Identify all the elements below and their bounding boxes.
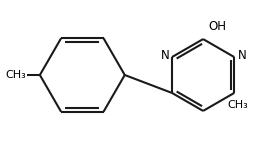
Text: CH₃: CH₃ — [5, 70, 26, 80]
Text: OH: OH — [208, 20, 226, 33]
Text: CH₃: CH₃ — [228, 100, 249, 110]
Text: N: N — [237, 49, 246, 62]
Text: N: N — [161, 49, 170, 62]
